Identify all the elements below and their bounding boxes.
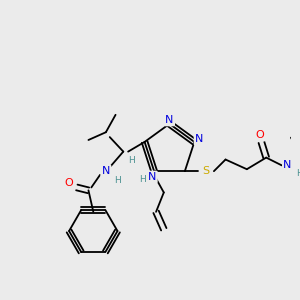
- Text: O: O: [255, 130, 264, 140]
- Text: S: S: [202, 166, 210, 176]
- Text: H: H: [296, 169, 300, 178]
- Text: H: H: [128, 156, 134, 165]
- Text: H: H: [139, 176, 146, 184]
- Text: N: N: [165, 115, 174, 125]
- Text: N: N: [148, 172, 156, 182]
- Text: N: N: [195, 134, 203, 144]
- Text: H: H: [114, 176, 121, 185]
- Text: N: N: [102, 166, 110, 176]
- Text: O: O: [65, 178, 74, 188]
- Text: N: N: [283, 160, 292, 170]
